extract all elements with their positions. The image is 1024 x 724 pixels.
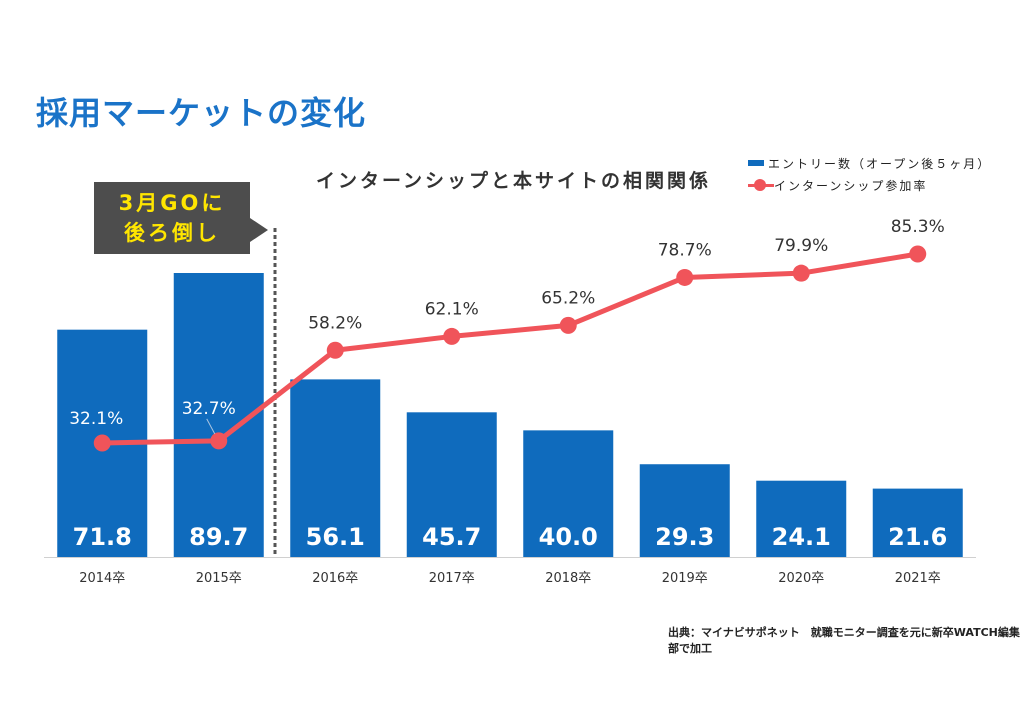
legend-entry-bar: エントリー数（オープン後５ヶ月）	[748, 152, 991, 174]
line-point-2019卒	[676, 268, 694, 286]
line-value-label: 32.1%	[69, 409, 123, 429]
legend-bar-label: エントリー数（オープン後５ヶ月）	[768, 156, 992, 171]
x-tick-label: 2017卒	[429, 571, 475, 586]
bar-value-label: 40.0	[539, 523, 598, 551]
bar-2020卒	[756, 480, 847, 557]
line-point-2021卒	[909, 245, 927, 263]
line-series-path	[102, 251, 919, 446]
x-tick-label: 2014卒	[79, 571, 125, 586]
callout-line-1: 3月GOに	[118, 191, 226, 215]
page-title: 採用マーケットの変化	[36, 94, 367, 132]
line-value-label: 85.3%	[891, 217, 945, 237]
legend-line-label: インターンシップ参加率	[774, 178, 928, 193]
callout-line-2: 後ろ倒し	[124, 221, 220, 245]
line-value-label: 58.2%	[308, 313, 362, 333]
bar-value-label: 21.6	[888, 523, 947, 551]
legend-entry-line: インターンシップ参加率	[748, 174, 991, 196]
legend-bar-swatch	[748, 160, 764, 166]
callout-box: 3月GOに 後ろ倒し	[94, 182, 250, 254]
bar-2018卒	[523, 430, 614, 557]
bar-value-label: 24.1	[772, 523, 831, 551]
bar-value-label: 29.3	[655, 523, 714, 551]
x-tick-label: 2016卒	[312, 571, 358, 586]
line-value-label: 32.7%	[182, 399, 236, 419]
line-point-2020卒	[792, 264, 810, 282]
bar-value-label: 89.7	[189, 523, 248, 551]
line-point-2017卒	[443, 327, 461, 345]
chart-legend: エントリー数（オープン後５ヶ月） インターンシップ参加率	[748, 152, 991, 196]
legend-line-swatch	[748, 178, 774, 192]
line-point-2018卒	[559, 316, 577, 334]
x-tick-label: 2021卒	[895, 571, 941, 586]
line-value-label: 78.7%	[658, 240, 712, 260]
chart-title: インターンシップと本サイトの相関関係	[316, 170, 712, 192]
line-point-2015卒	[210, 432, 228, 450]
bar-value-label: 45.7	[422, 523, 481, 551]
callout-arrow	[250, 218, 268, 242]
x-tick-label: 2020卒	[778, 571, 824, 586]
line-point-2014卒	[93, 434, 111, 452]
x-tick-label: 2015卒	[196, 571, 242, 586]
label-leader-line	[206, 418, 216, 435]
x-tick-label: 2018卒	[545, 571, 591, 586]
source-note: 出典：マイナビサポネット 就職モニター調査を元に新卒WATCH編集部で加工	[668, 626, 1020, 655]
line-value-label: 62.1%	[425, 299, 479, 319]
bar-2019卒	[639, 464, 730, 557]
bar-2021卒	[872, 488, 963, 557]
bar-2017卒	[406, 412, 497, 557]
bar-value-label: 71.8	[73, 523, 132, 551]
bar-2016卒	[290, 379, 381, 557]
line-value-label: 79.9%	[774, 236, 828, 256]
line-point-2016卒	[326, 341, 344, 359]
x-tick-label: 2019卒	[662, 571, 708, 586]
bar-value-label: 56.1	[306, 523, 365, 551]
line-value-label: 65.2%	[541, 288, 595, 308]
